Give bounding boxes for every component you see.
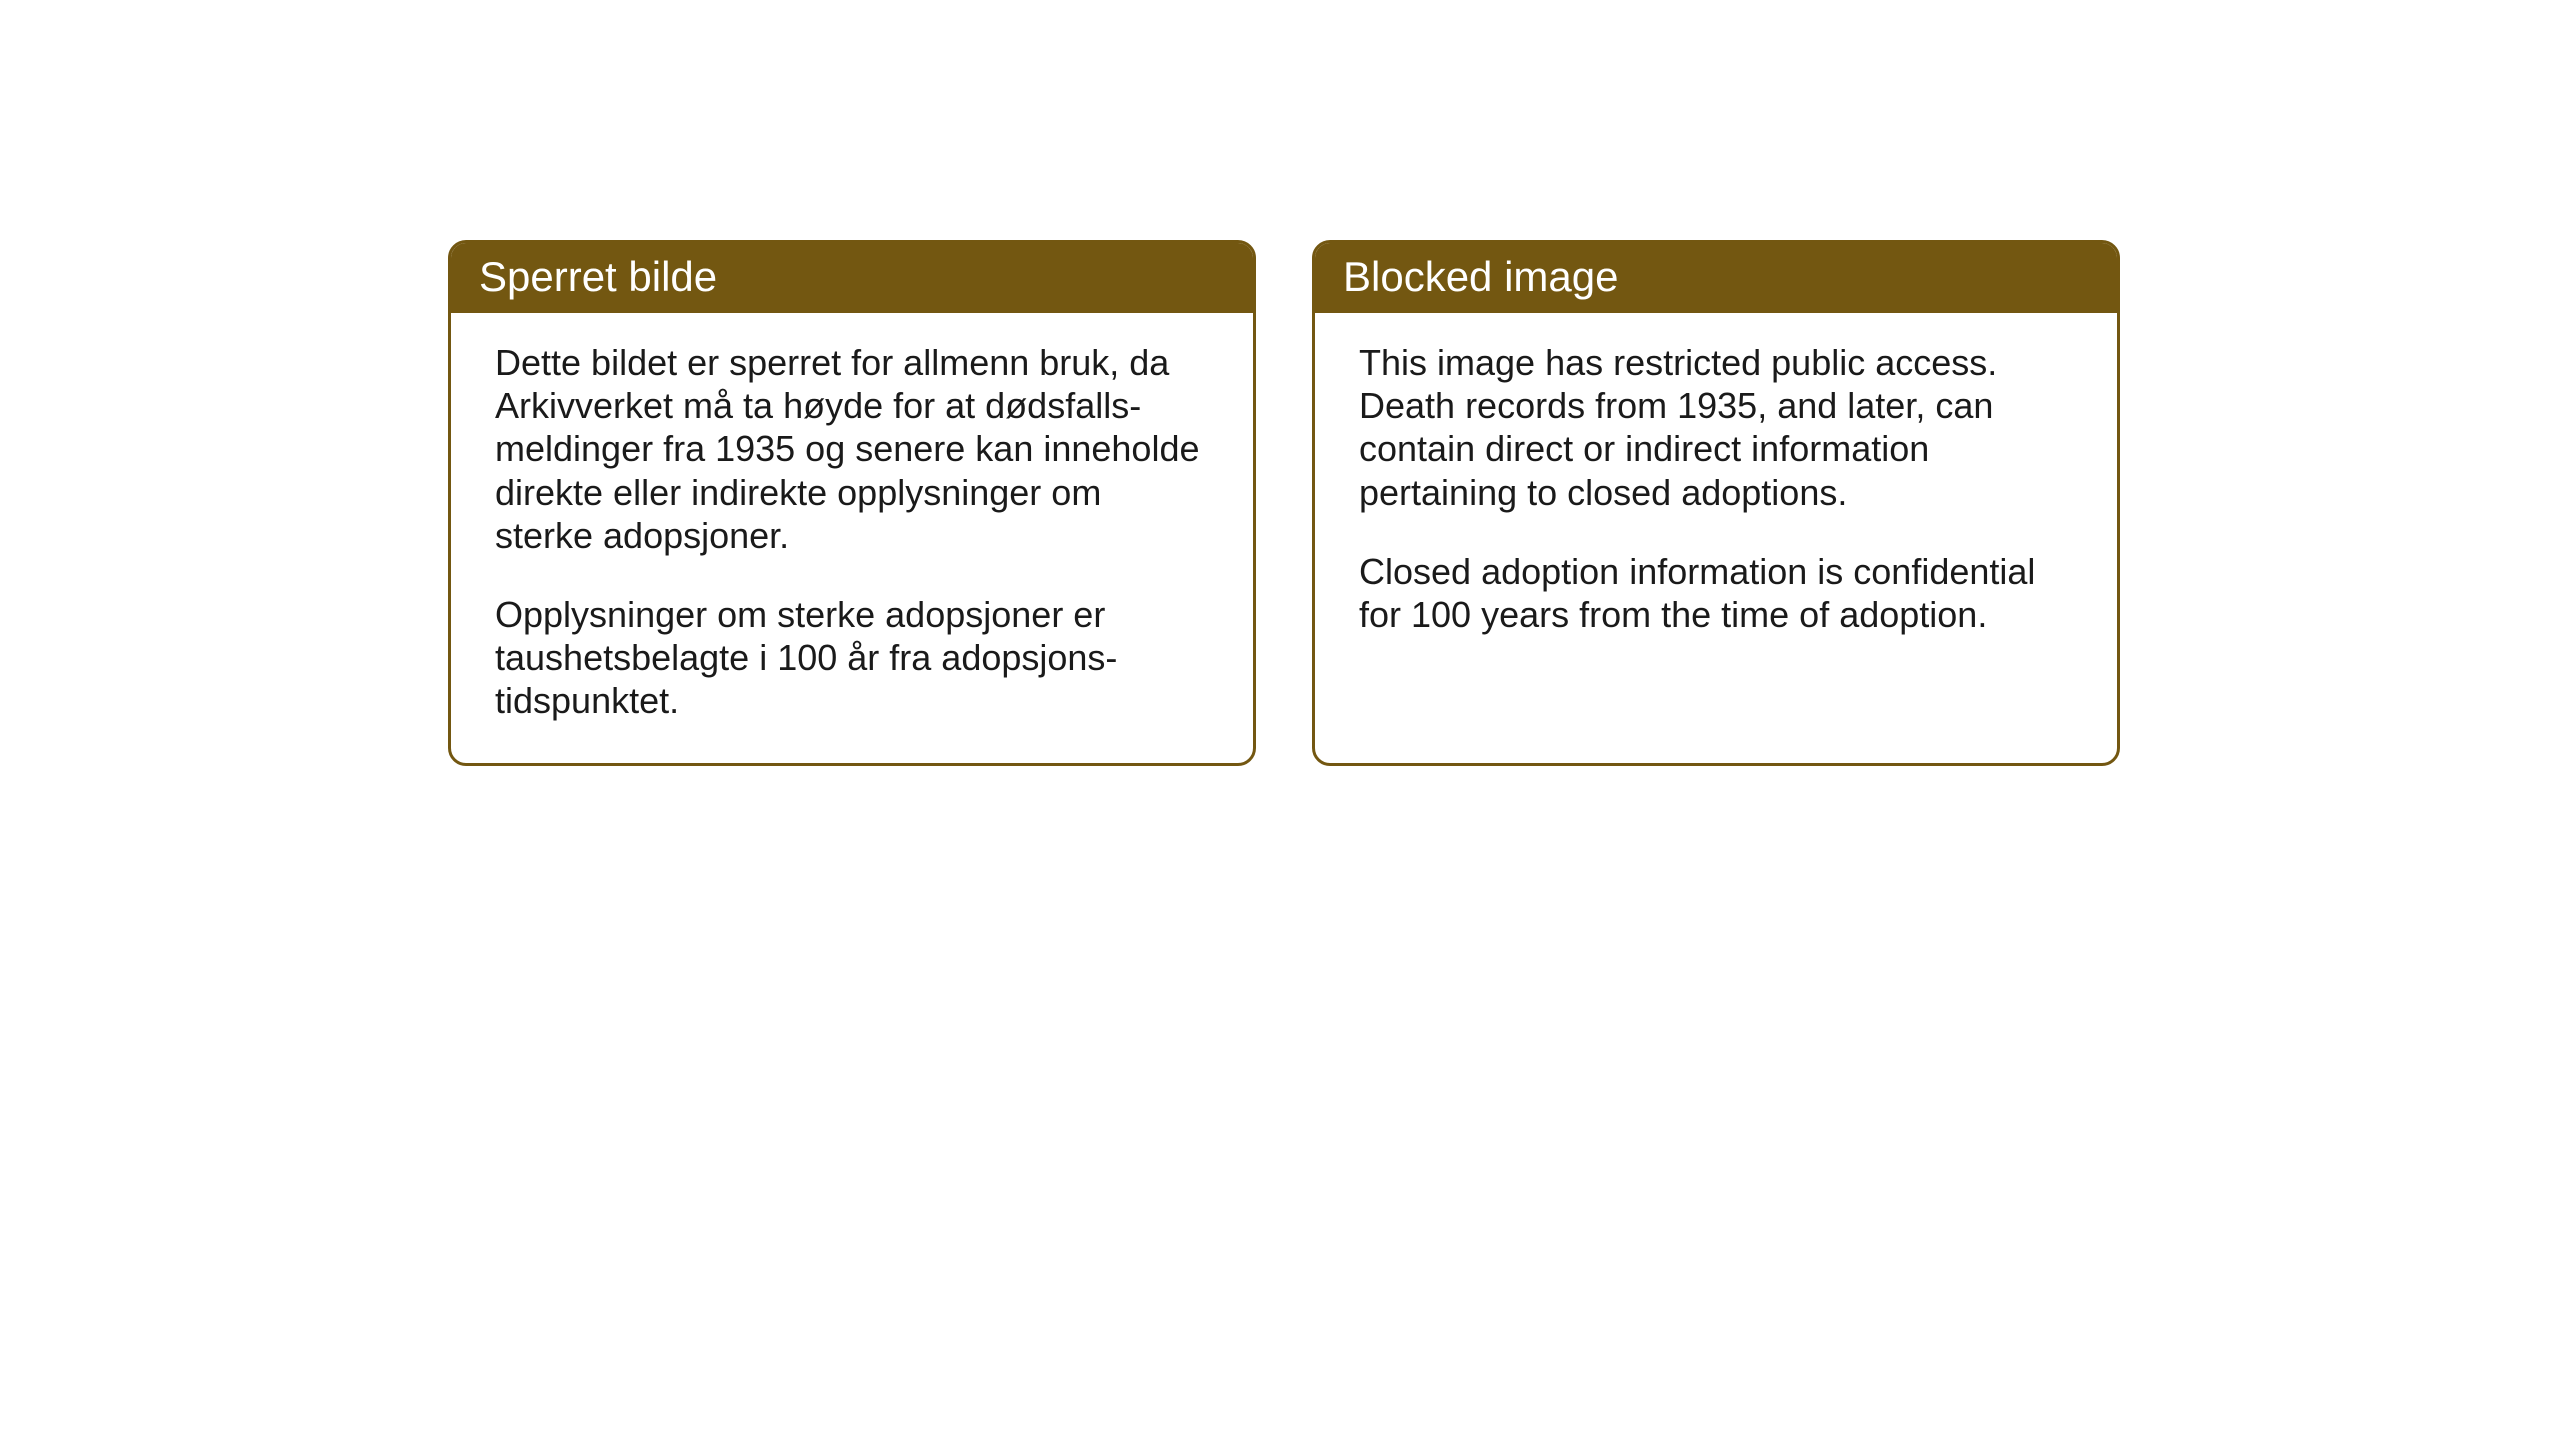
card-header-norwegian: Sperret bilde xyxy=(451,243,1253,313)
card-title: Blocked image xyxy=(1343,253,1618,300)
card-paragraph: Opplysninger om sterke adopsjoner er tau… xyxy=(495,593,1209,723)
notice-cards-container: Sperret bilde Dette bildet er sperret fo… xyxy=(448,240,2120,766)
notice-card-norwegian: Sperret bilde Dette bildet er sperret fo… xyxy=(448,240,1256,766)
card-paragraph: Closed adoption information is confident… xyxy=(1359,550,2073,636)
card-body-english: This image has restricted public access.… xyxy=(1315,313,2117,755)
card-header-english: Blocked image xyxy=(1315,243,2117,313)
card-paragraph: Dette bildet er sperret for allmenn bruk… xyxy=(495,341,1209,557)
notice-card-english: Blocked image This image has restricted … xyxy=(1312,240,2120,766)
card-title: Sperret bilde xyxy=(479,253,717,300)
card-paragraph: This image has restricted public access.… xyxy=(1359,341,2073,514)
card-body-norwegian: Dette bildet er sperret for allmenn bruk… xyxy=(451,313,1253,763)
